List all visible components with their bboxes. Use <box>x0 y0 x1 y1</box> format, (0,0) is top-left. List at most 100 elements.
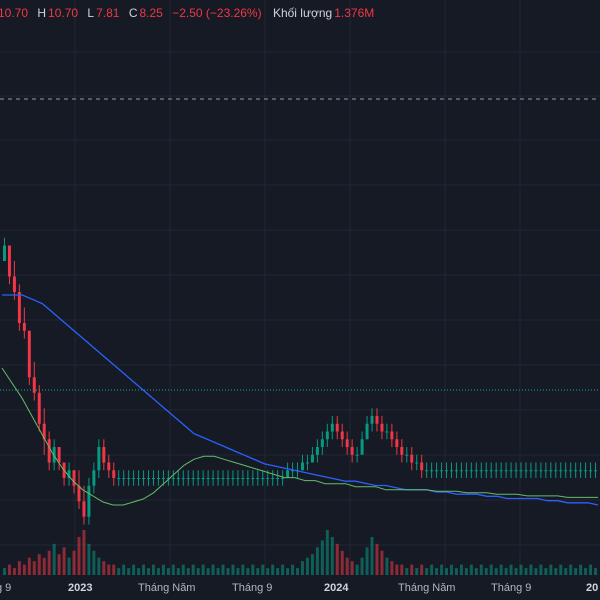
candle-body <box>365 423 369 440</box>
volume-bar <box>425 568 429 575</box>
volume-bar <box>57 554 61 575</box>
volume-bar <box>166 568 170 575</box>
volume-bar <box>415 568 419 575</box>
volume-bar <box>430 564 434 575</box>
volume-bar <box>147 568 151 575</box>
volume-bar <box>22 564 26 575</box>
volume-bar <box>246 568 250 575</box>
volume-bar <box>102 561 106 575</box>
candle-body <box>2 245 6 261</box>
volume-bar <box>459 564 463 575</box>
volume-bar <box>17 561 21 575</box>
candle-body <box>509 470 513 472</box>
low-label: L <box>87 6 95 20</box>
candle-body <box>454 470 458 472</box>
volume-bar <box>186 568 190 575</box>
candle-body <box>564 470 568 472</box>
volume-bar <box>474 568 478 575</box>
volume-bar <box>112 564 116 575</box>
x-axis: g 9 2023 Tháng Năm Tháng 9 2024 Tháng Năm Thán… <box>0 582 598 594</box>
candle-body <box>181 478 185 479</box>
candle-body <box>499 470 503 472</box>
candle-body <box>440 470 444 472</box>
volume-bar <box>191 564 195 575</box>
candle-body <box>291 470 295 472</box>
ma-short-line <box>1 367 598 506</box>
volume-bar <box>445 568 449 575</box>
volume-bar <box>375 543 379 575</box>
candle-body <box>445 470 449 472</box>
candle-body <box>231 478 235 479</box>
ma-long-line <box>2 294 599 506</box>
volume-bar <box>365 547 369 575</box>
candle-body <box>226 478 230 479</box>
candle-body <box>147 478 151 479</box>
volume-bar <box>544 568 548 575</box>
volume-bar <box>261 564 265 575</box>
volume-bar <box>335 543 339 575</box>
candle-body <box>112 470 116 478</box>
candle-body <box>350 447 354 455</box>
candle-body <box>390 431 394 440</box>
volume-label: Khối lượng <box>272 6 333 20</box>
candle-body <box>256 478 260 479</box>
candle-body <box>425 470 429 472</box>
volume-bar <box>2 568 6 575</box>
volume-bar <box>584 568 588 575</box>
candle-body <box>420 462 424 471</box>
candle-body <box>345 439 349 447</box>
volume-bar <box>489 564 493 575</box>
candle-body <box>539 470 543 472</box>
candle-body <box>355 454 359 456</box>
candle-body <box>7 245 11 277</box>
ohlc-legend: O10.70 H10.70 L7.81 C8.25 −2.50 (−23.26%… <box>0 6 374 24</box>
volume-bar <box>281 564 285 575</box>
volume-bar <box>122 564 126 575</box>
candle-body <box>529 470 533 472</box>
volume-bar <box>529 564 533 575</box>
volume-bar <box>435 568 439 575</box>
volume-bar <box>509 564 513 575</box>
candle-body <box>102 447 106 463</box>
volume-bar <box>137 568 141 575</box>
volume-bar <box>117 568 121 575</box>
volume-bar <box>12 568 16 575</box>
candle-body <box>589 470 593 472</box>
volume-bar <box>241 564 245 575</box>
candle-body <box>430 470 434 472</box>
candle-body <box>42 423 46 440</box>
volume-bar <box>449 564 453 575</box>
candle-body <box>400 447 404 455</box>
candle-body <box>385 431 389 433</box>
volume-bar <box>385 557 389 575</box>
x-axis-tick-label: Tháng 9 <box>491 582 531 594</box>
candle-body <box>246 478 250 479</box>
x-axis-tick-label: Tháng Năm <box>398 582 455 594</box>
candle-body <box>340 431 344 440</box>
candle-body <box>117 478 121 479</box>
volume-bar <box>251 564 255 575</box>
candle-body <box>137 478 141 479</box>
volume-bar <box>330 536 334 575</box>
candle-body <box>156 478 160 479</box>
volume-bar <box>221 564 225 575</box>
volume-bar <box>405 568 409 575</box>
candle-body <box>380 423 384 432</box>
candle-body <box>27 330 31 378</box>
close-value: 8.25 <box>139 6 163 20</box>
candle-body <box>554 470 558 472</box>
volume-bar <box>350 561 354 575</box>
volume-bar <box>395 564 399 575</box>
volume-bar <box>201 564 205 575</box>
candle-body <box>171 478 175 479</box>
x-axis-tick-label: 20 <box>586 582 598 594</box>
volume-bar <box>534 568 538 575</box>
candles <box>2 237 598 525</box>
candle-body <box>574 470 578 472</box>
x-axis-tick-label: g 9 <box>0 582 11 594</box>
candle-body <box>330 423 334 432</box>
volume-bar <box>320 540 324 575</box>
volume-bar <box>161 564 165 575</box>
